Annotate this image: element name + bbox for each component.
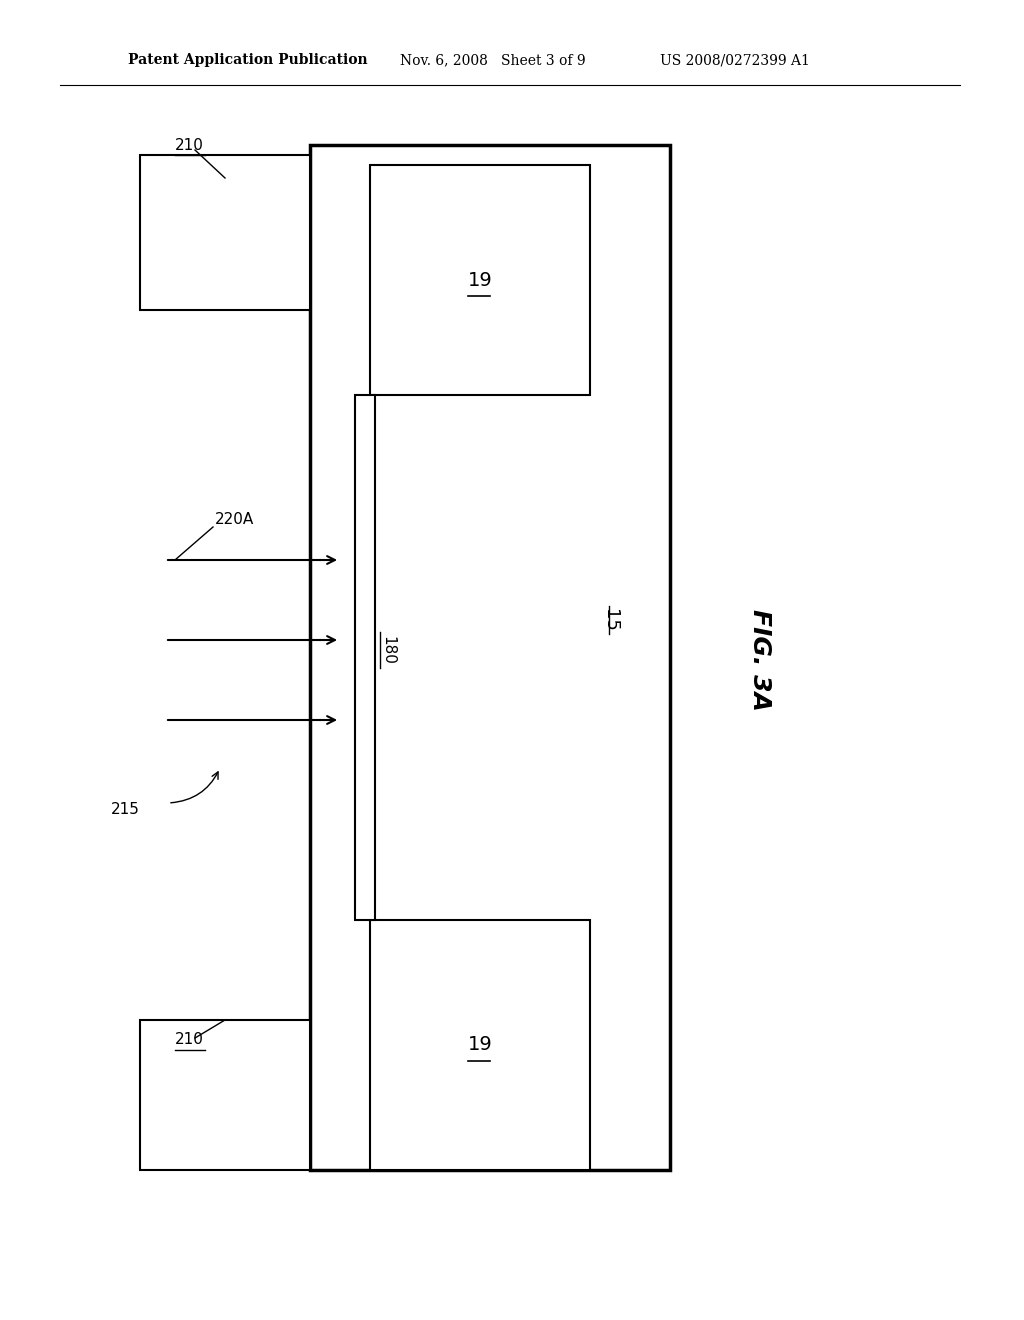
Text: 19: 19	[468, 271, 493, 289]
Text: 19: 19	[468, 1035, 493, 1055]
Bar	[140, 154, 310, 310]
Text: 220A: 220A	[215, 512, 254, 528]
Text: US 2008/0272399 A1: US 2008/0272399 A1	[660, 53, 810, 67]
Text: FIG. 3A: FIG. 3A	[748, 609, 772, 711]
Text: Nov. 6, 2008   Sheet 3 of 9: Nov. 6, 2008 Sheet 3 of 9	[400, 53, 586, 67]
Bar	[310, 145, 670, 1170]
Text: 180: 180	[380, 635, 395, 664]
Text: 215: 215	[112, 803, 140, 817]
Text: 210: 210	[175, 1032, 204, 1048]
Text: Patent Application Publication: Patent Application Publication	[128, 53, 368, 67]
Bar	[370, 165, 590, 395]
Text: 15: 15	[601, 609, 618, 631]
Bar	[140, 1020, 310, 1170]
Text: 210: 210	[175, 137, 204, 153]
Bar	[370, 920, 590, 1170]
Bar	[355, 395, 375, 920]
